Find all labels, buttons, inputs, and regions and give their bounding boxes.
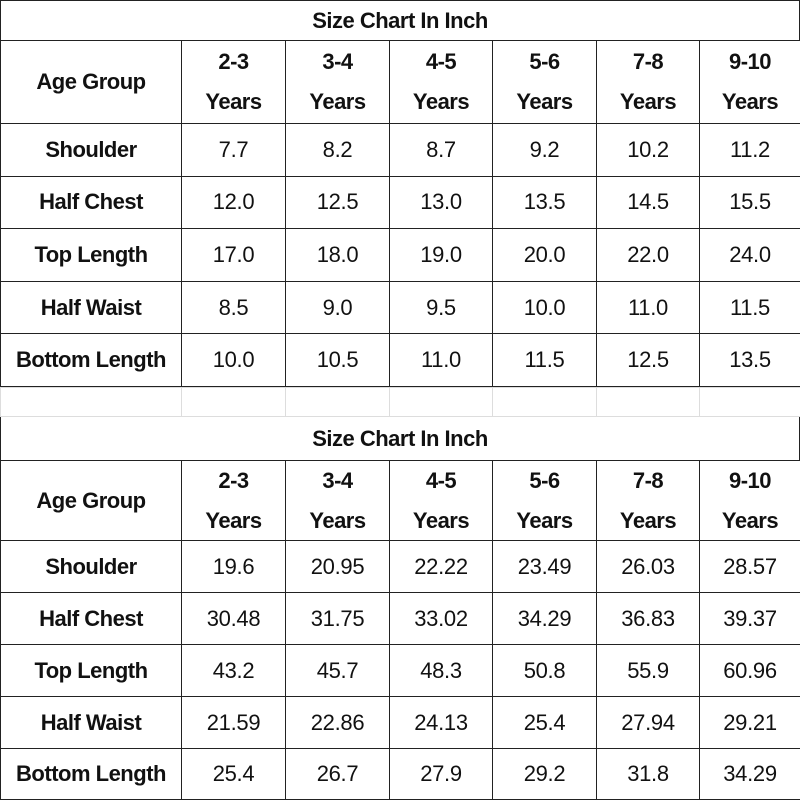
row-label: Bottom Length [0, 748, 182, 800]
size-value: 17.0 [181, 228, 286, 282]
column-header: 4-5 Years [389, 40, 493, 124]
row-label: Half Waist [0, 280, 182, 335]
size-value: 12.0 [181, 175, 286, 230]
size-value: 18.0 [285, 228, 390, 282]
size-value: 13.5 [492, 175, 597, 230]
size-value: 29.2 [492, 748, 597, 800]
size-value: 27.9 [389, 748, 493, 800]
size-value: 9.2 [492, 123, 597, 177]
spacer-cell [596, 387, 700, 417]
size-value: 11.2 [699, 123, 800, 177]
spacer-cell [492, 387, 597, 417]
size-value: 33.02 [389, 592, 493, 645]
size-value: 13.5 [699, 333, 800, 387]
size-value: 25.4 [492, 696, 597, 749]
size-value: 8.2 [285, 123, 390, 177]
size-value: 22.22 [389, 540, 493, 593]
size-value: 23.49 [492, 540, 597, 593]
spacer-cell [0, 387, 182, 417]
size-value: 20.95 [285, 540, 390, 593]
size-value: 30.48 [181, 592, 286, 645]
size-value: 48.3 [389, 644, 493, 697]
size-value: 43.2 [181, 644, 286, 697]
size-value: 10.2 [596, 123, 700, 177]
size-value: 12.5 [596, 333, 700, 387]
size-value: 11.0 [389, 333, 493, 387]
row-label: Half Waist [0, 696, 182, 749]
size-value: 15.5 [699, 175, 800, 230]
size-value: 34.29 [492, 592, 597, 645]
size-value: 20.0 [492, 228, 597, 282]
size-value: 24.0 [699, 228, 800, 282]
size-value: 22.0 [596, 228, 700, 282]
table-title: Size Chart In Inch [0, 416, 800, 461]
row-label: Shoulder [0, 123, 182, 177]
size-value: 21.59 [181, 696, 286, 749]
size-value: 55.9 [596, 644, 700, 697]
size-value: 10.5 [285, 333, 390, 387]
size-value: 25.4 [181, 748, 286, 800]
size-value: 31.75 [285, 592, 390, 645]
size-value: 10.0 [492, 280, 597, 335]
size-value: 8.7 [389, 123, 493, 177]
size-value: 9.5 [389, 280, 493, 335]
column-header: 2-3 Years [181, 40, 286, 124]
row-label: Top Length [0, 644, 182, 697]
row-label: Bottom Length [0, 333, 182, 387]
size-value: 11.0 [596, 280, 700, 335]
size-value: 9.0 [285, 280, 390, 335]
spacer-cell [285, 387, 390, 417]
size-value: 60.96 [699, 644, 800, 697]
size-value: 45.7 [285, 644, 390, 697]
size-value: 26.03 [596, 540, 700, 593]
size-value: 24.13 [389, 696, 493, 749]
size-value: 22.86 [285, 696, 390, 749]
size-value: 14.5 [596, 175, 700, 230]
column-header: 9-10 Years [699, 40, 800, 124]
size-value: 26.7 [285, 748, 390, 800]
size-value: 19.6 [181, 540, 286, 593]
table-title: Size Chart In Inch [0, 0, 800, 41]
column-header: 5-6 Years [492, 40, 597, 124]
column-header: 3-4 Years [285, 40, 390, 124]
size-value: 11.5 [492, 333, 597, 387]
column-header: 9-10 Years [699, 460, 800, 541]
size-value: 50.8 [492, 644, 597, 697]
row-label: Half Chest [0, 175, 182, 230]
size-value: 19.0 [389, 228, 493, 282]
row-header-label: Age Group [0, 460, 182, 541]
column-header: 3-4 Years [285, 460, 390, 541]
row-label: Top Length [0, 228, 182, 282]
row-label: Shoulder [0, 540, 182, 593]
spacer-cell [699, 387, 800, 417]
column-header: 2-3 Years [181, 460, 286, 541]
spacer-cell [181, 387, 286, 417]
size-value: 29.21 [699, 696, 800, 749]
column-header: 7-8 Years [596, 40, 700, 124]
column-header: 7-8 Years [596, 460, 700, 541]
size-value: 31.8 [596, 748, 700, 800]
size-value: 27.94 [596, 696, 700, 749]
size-value: 39.37 [699, 592, 800, 645]
size-value: 12.5 [285, 175, 390, 230]
size-value: 7.7 [181, 123, 286, 177]
column-header: 4-5 Years [389, 460, 493, 541]
spacer-cell [389, 387, 493, 417]
size-value: 28.57 [699, 540, 800, 593]
column-header: 5-6 Years [492, 460, 597, 541]
row-header-label: Age Group [0, 40, 182, 124]
row-label: Half Chest [0, 592, 182, 645]
size-value: 10.0 [181, 333, 286, 387]
size-value: 8.5 [181, 280, 286, 335]
size-value: 36.83 [596, 592, 700, 645]
size-value: 11.5 [699, 280, 800, 335]
size-value: 13.0 [389, 175, 493, 230]
size-value: 34.29 [699, 748, 800, 800]
